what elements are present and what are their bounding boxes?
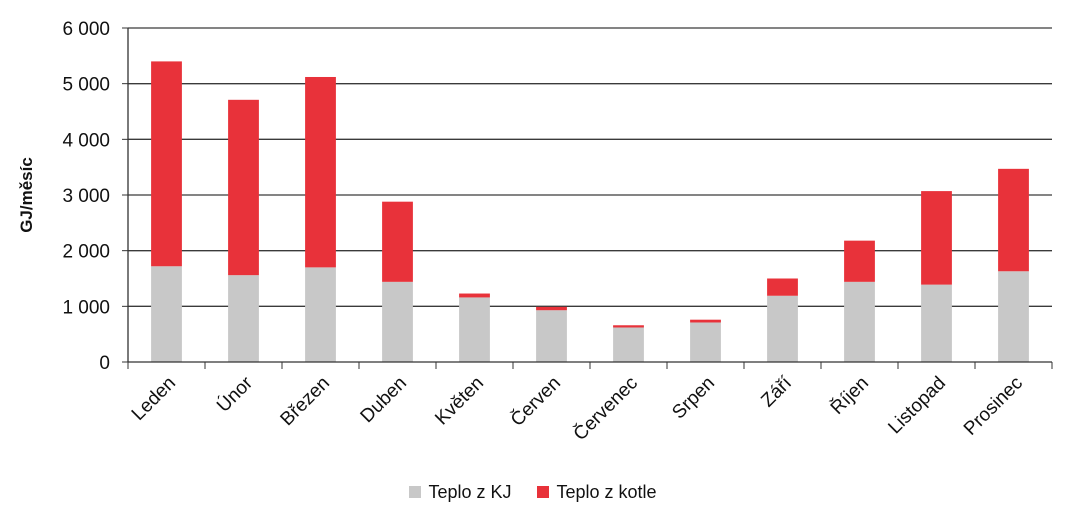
bar-teplo-z-kj [228, 275, 259, 362]
bar-teplo-z-kj [613, 327, 644, 362]
legend-label-kotle: Teplo z kotle [556, 481, 657, 502]
y-tick-label: 5 000 [62, 75, 110, 96]
bar-teplo-z-kj [382, 281, 413, 362]
bar-teplo-z-kotle [382, 201, 413, 282]
bar-teplo-z-kotle [305, 76, 336, 268]
x-tick-label: Duben [357, 373, 411, 427]
legend: Teplo z KJ Teplo z kotle [0, 479, 1066, 505]
x-axis-ticks: Leden Únor Březen Duben Květen Červen Červenec… [127, 362, 1053, 445]
gridlines [128, 27, 1052, 307]
x-tick-label: Květen [431, 373, 488, 430]
stacked-bar-chart: 0 1 000 2 000 3 000 4 000 5 000 6 000 Leden Úno… [17, 19, 1053, 445]
bar-teplo-z-kotle [921, 191, 952, 285]
bar-teplo-z-kj [998, 271, 1029, 362]
bar-teplo-z-kj [767, 295, 798, 362]
bar-teplo-z-kj [305, 267, 336, 362]
x-tick-label: Červen [506, 372, 565, 431]
bar-teplo-z-kj [921, 284, 952, 362]
bar-teplo-z-kotle [844, 240, 875, 282]
bars [151, 61, 1029, 362]
y-axis-label: GJ/měsíc [17, 157, 36, 233]
y-tick-label: 4 000 [62, 130, 110, 151]
x-tick-label: Říjen [826, 372, 873, 419]
bar-teplo-z-kotle [151, 61, 182, 267]
legend-label-kj: Teplo z KJ [428, 481, 512, 502]
bar-teplo-z-kotle [690, 319, 721, 323]
bar-teplo-z-kotle [613, 325, 644, 328]
x-tick-label: Únor [212, 372, 257, 417]
y-tick-label: 3 000 [62, 186, 110, 207]
y-axis-ticks: 0 1 000 2 000 3 000 4 000 5 000 6 000 [62, 19, 128, 374]
legend-item-kj: Teplo z KJ [409, 482, 511, 503]
x-tick-label: Listopad [884, 373, 950, 439]
x-tick-label: Březen [277, 373, 334, 430]
bar-teplo-z-kotle [767, 278, 798, 296]
bar-teplo-z-kj [690, 322, 721, 362]
x-tick-label: Leden [128, 373, 180, 425]
bar-teplo-z-kj [151, 266, 182, 362]
bar-teplo-z-kj [536, 310, 567, 362]
y-tick-label: 1 000 [62, 297, 110, 318]
legend-swatch-kotle [537, 486, 550, 498]
y-tick-label: 6 000 [62, 19, 110, 40]
x-tick-label: Srpen [668, 373, 719, 424]
bar-teplo-z-kotle [998, 168, 1029, 272]
bar-teplo-z-kotle [536, 306, 567, 311]
bar-teplo-z-kj [844, 281, 875, 362]
y-tick-label: 2 000 [62, 242, 110, 263]
bar-teplo-z-kotle [459, 293, 490, 298]
x-tick-label: Září [757, 372, 796, 411]
legend-item-kotle: Teplo z kotle [537, 481, 657, 503]
legend-swatch-kj [409, 486, 422, 498]
y-tick-label: 0 [99, 353, 110, 374]
x-tick-label: Prosinec [960, 373, 1027, 440]
bar-teplo-z-kj [459, 297, 490, 362]
bar-teplo-z-kotle [228, 99, 259, 276]
x-tick-label: Červenec [569, 372, 642, 445]
